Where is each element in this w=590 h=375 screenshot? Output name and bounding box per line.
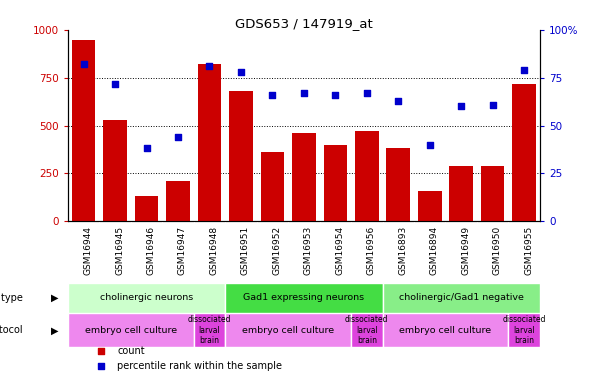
Text: embryo cell culture: embryo cell culture — [399, 326, 491, 335]
Point — [205, 63, 214, 69]
Point — [96, 348, 106, 354]
Bar — [292, 133, 316, 221]
Text: cholinergic/Gad1 negative: cholinergic/Gad1 negative — [399, 293, 523, 302]
Bar — [450, 166, 473, 221]
Text: GSM16948: GSM16948 — [209, 226, 218, 275]
Bar — [225, 282, 382, 313]
Text: GSM16894: GSM16894 — [430, 226, 439, 275]
Point — [362, 90, 372, 96]
Point — [425, 142, 434, 148]
Bar — [135, 196, 158, 221]
Bar — [355, 131, 379, 221]
Point — [268, 92, 277, 98]
Text: dissociated
larval
brain: dissociated larval brain — [345, 315, 389, 345]
Text: embryo cell culture: embryo cell culture — [85, 326, 177, 335]
Bar — [68, 313, 194, 347]
Bar — [481, 166, 504, 221]
Point — [519, 67, 529, 73]
Text: dissociated
larval
brain: dissociated larval brain — [188, 315, 231, 345]
Text: percentile rank within the sample: percentile rank within the sample — [117, 362, 283, 372]
Point — [79, 62, 88, 68]
Bar — [229, 91, 253, 221]
Point — [236, 69, 245, 75]
Text: ▶: ▶ — [51, 325, 58, 335]
Text: GSM16893: GSM16893 — [398, 226, 407, 275]
Point — [330, 92, 340, 98]
Text: GSM16944: GSM16944 — [84, 226, 93, 275]
Text: GSM16956: GSM16956 — [367, 226, 376, 275]
Bar — [225, 313, 351, 347]
Bar — [194, 313, 225, 347]
Text: protocol: protocol — [0, 325, 23, 335]
Text: GSM16950: GSM16950 — [493, 226, 502, 275]
Bar — [198, 64, 221, 221]
Text: GSM16952: GSM16952 — [273, 226, 281, 275]
Text: cholinergic neurons: cholinergic neurons — [100, 293, 193, 302]
Bar — [351, 313, 382, 347]
Text: count: count — [117, 346, 145, 356]
Title: GDS653 / 147919_at: GDS653 / 147919_at — [235, 17, 373, 30]
Text: embryo cell culture: embryo cell culture — [242, 326, 334, 335]
Text: ▶: ▶ — [51, 293, 58, 303]
Point — [488, 102, 497, 108]
Bar — [512, 84, 536, 221]
Point — [394, 98, 403, 104]
Bar — [382, 282, 540, 313]
Bar — [382, 313, 509, 347]
Bar — [72, 39, 96, 221]
Bar — [386, 148, 410, 221]
Text: dissociated
larval
brain: dissociated larval brain — [502, 315, 546, 345]
Text: GSM16951: GSM16951 — [241, 226, 250, 275]
Point — [142, 146, 151, 152]
Text: GSM16946: GSM16946 — [146, 226, 156, 275]
Bar — [261, 152, 284, 221]
Point — [457, 104, 466, 110]
Bar — [166, 181, 190, 221]
Bar — [68, 282, 225, 313]
Text: GSM16949: GSM16949 — [461, 226, 470, 275]
Bar — [323, 145, 347, 221]
Point — [173, 134, 183, 140]
Text: GSM16954: GSM16954 — [335, 226, 345, 275]
Text: GSM16947: GSM16947 — [178, 226, 187, 275]
Text: GSM16953: GSM16953 — [304, 226, 313, 275]
Bar — [418, 190, 441, 221]
Text: cell type: cell type — [0, 293, 23, 303]
Point — [96, 363, 106, 369]
Bar — [509, 313, 540, 347]
Bar — [103, 120, 127, 221]
Point — [110, 81, 120, 87]
Text: GSM16945: GSM16945 — [115, 226, 124, 275]
Text: Gad1 expressing neurons: Gad1 expressing neurons — [243, 293, 365, 302]
Point — [299, 90, 309, 96]
Text: GSM16955: GSM16955 — [524, 226, 533, 275]
